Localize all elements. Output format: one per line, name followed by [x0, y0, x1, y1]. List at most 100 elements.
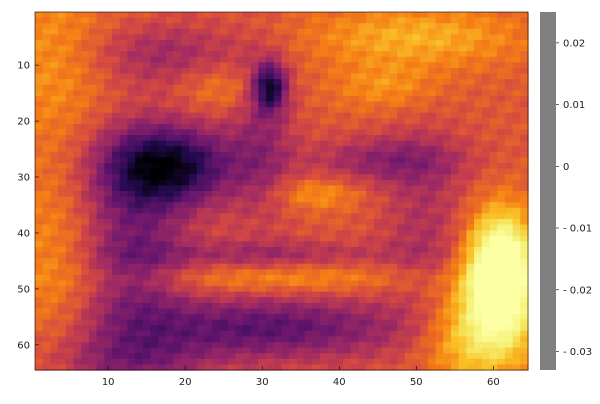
heatmap-cell [104, 336, 113, 343]
heatmap-cell [212, 330, 221, 338]
heatmap-cell [335, 336, 344, 343]
heatmap-cell [427, 51, 437, 58]
heatmap-cell [42, 269, 51, 276]
heatmap-cell [296, 263, 306, 270]
heatmap-cell [458, 51, 467, 58]
heatmap-cell [412, 107, 421, 114]
heatmap-cell [42, 67, 51, 75]
heatmap-cell [450, 17, 460, 24]
heatmap-cell [112, 112, 121, 119]
heatmap-cell [504, 364, 514, 371]
heatmap-cell [489, 314, 498, 321]
heatmap-cell [242, 123, 252, 131]
heatmap-cell [104, 112, 113, 119]
heatmap-cell [189, 174, 198, 181]
heatmap-cell [135, 84, 144, 91]
heatmap-cell [466, 118, 475, 125]
heatmap-cell [150, 319, 159, 326]
heatmap-cell [181, 28, 190, 35]
heatmap-cell [358, 330, 367, 338]
heatmap-cell [443, 218, 452, 226]
heatmap-cell [397, 62, 406, 69]
heatmap-cell [42, 258, 51, 265]
heatmap-cell [497, 62, 506, 69]
heatmap-cell [296, 286, 306, 293]
heatmap-cell [420, 28, 429, 35]
heatmap-cell [520, 17, 529, 24]
heatmap-cell [474, 135, 483, 142]
heatmap-cell [35, 286, 44, 293]
heatmap-cell [450, 28, 460, 35]
heatmap-cell [404, 140, 414, 147]
heatmap-cell [450, 95, 460, 103]
heatmap-cell [427, 280, 437, 287]
heatmap-cell [350, 286, 360, 293]
heatmap-cell [450, 224, 460, 231]
heatmap-cell [304, 129, 313, 136]
heatmap-cell [165, 146, 175, 153]
heatmap-cell [420, 135, 429, 142]
heatmap-cell [404, 28, 414, 35]
heatmap-cell [150, 258, 159, 265]
heatmap-cell [158, 246, 167, 254]
heatmap-cell [181, 218, 190, 226]
heatmap-cell [258, 90, 267, 97]
heatmap-cell [142, 297, 152, 304]
heatmap-cell [397, 274, 406, 282]
heatmap-cell [281, 84, 290, 91]
heatmap-cell [504, 353, 514, 360]
heatmap-cell [320, 241, 329, 248]
heatmap-cell [289, 274, 298, 282]
heatmap-cell [88, 336, 98, 343]
heatmap-cell [266, 207, 275, 214]
heatmap-cell [497, 185, 506, 192]
heatmap-cell [373, 263, 383, 270]
heatmap-cell [196, 140, 206, 147]
heatmap-cell [335, 241, 344, 248]
heatmap-cell [512, 45, 521, 52]
heatmap-cell [397, 51, 406, 58]
heatmap-cell [481, 202, 491, 209]
heatmap-cell [389, 146, 398, 153]
heatmap-cell [112, 246, 121, 254]
heatmap-cell [281, 168, 290, 175]
heatmap-cell [289, 207, 298, 214]
heatmap-cell [88, 107, 98, 114]
heatmap-cell [250, 252, 259, 259]
heatmap-cell [366, 168, 375, 175]
heatmap-cell [135, 174, 144, 181]
heatmap-cell [212, 207, 221, 214]
heatmap-cell [58, 51, 67, 58]
heatmap-cell [235, 112, 244, 119]
colorbar: 0.020.010- 0.01- 0.02- 0.03 [540, 12, 592, 370]
heatmap-cell [435, 252, 444, 259]
heatmap-cell [281, 235, 290, 242]
y-tick-label: 50 [17, 284, 30, 295]
heatmap-cell [58, 286, 67, 293]
heatmap-cell [381, 364, 390, 371]
heatmap-cell [404, 358, 414, 365]
heatmap-cell [150, 67, 159, 75]
heatmap-cell [343, 325, 352, 332]
heatmap-cell [250, 140, 259, 147]
heatmap-cell [389, 129, 398, 136]
heatmap-cells [35, 12, 529, 371]
heatmap-cell [204, 196, 213, 203]
heatmap-cell [112, 151, 121, 159]
heatmap-cell [266, 213, 275, 220]
heatmap-cell [504, 151, 514, 159]
heatmap-cell [73, 319, 82, 326]
heatmap-cell [35, 56, 44, 63]
heatmap-cell [273, 140, 283, 147]
heatmap-cell [389, 90, 398, 97]
heatmap-cell [443, 353, 452, 360]
heatmap-cell [266, 28, 275, 35]
heatmap-cell [88, 118, 98, 125]
heatmap-cell [65, 213, 75, 220]
heatmap-cell [58, 263, 67, 270]
heatmap-cell [435, 213, 444, 220]
heatmap-cell [520, 157, 529, 164]
heatmap-cell [196, 118, 206, 125]
heatmap-cell [427, 23, 437, 30]
heatmap-cell [320, 286, 329, 293]
